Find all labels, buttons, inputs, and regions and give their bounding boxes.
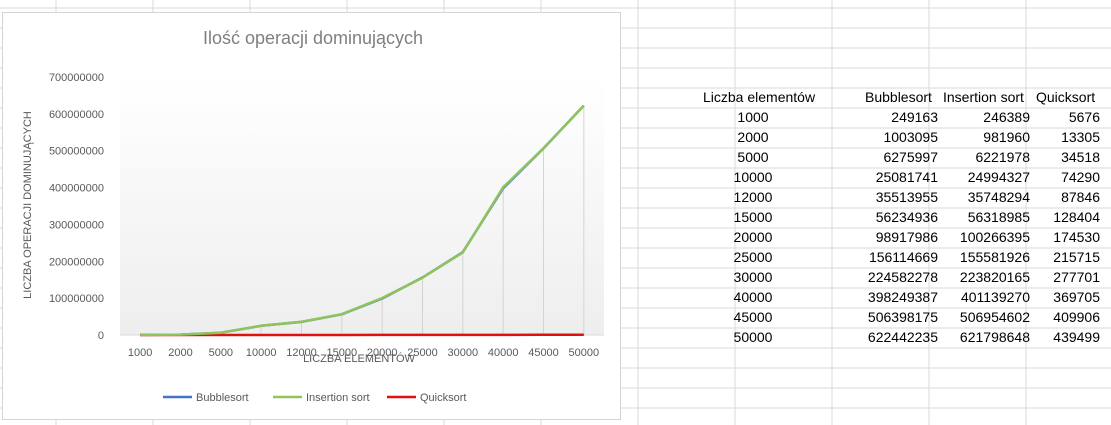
x-tick-label: 15000 [327,347,358,359]
table-cell[interactable]: 981960 [983,129,1030,145]
x-tick-label: 45000 [528,347,559,359]
table-header-cell[interactable]: Insertion sort [943,89,1024,105]
x-tick-label: 25000 [407,347,438,359]
legend-label: Quicksort [420,392,466,404]
y-tick-label: 100000000 [49,293,104,305]
table-cell[interactable]: 224582278 [867,269,938,285]
table-cell[interactable]: 25000 [733,249,773,265]
table-cell[interactable]: 409906 [1053,309,1100,325]
x-tick-label: 20000 [367,347,398,359]
table-cell[interactable]: 246389 [983,109,1030,125]
table-cell[interactable]: 98917986 [875,229,938,245]
table-cell[interactable]: 401139270 [960,289,1030,305]
line-chart: Ilość operacji dominujących LICZBA OPERA… [22,28,604,404]
y-tick-label: 300000000 [49,219,104,231]
y-tick-label: 400000000 [49,183,104,195]
table-cell[interactable]: 155581926 [959,249,1030,265]
y-tick-label: 600000000 [49,109,104,121]
plot-area [120,77,604,335]
table-cell[interactable]: 156114669 [868,249,938,265]
table-cell[interactable]: 56318985 [967,209,1030,225]
y-tick-label: 200000000 [49,256,104,268]
table-cell[interactable]: 398249387 [867,289,938,305]
series-line-insertion-sort[interactable] [140,104,585,337]
table-cell[interactable]: 5000 [737,149,769,165]
chart-title: Ilość operacji dominujących [203,28,423,48]
table-cell[interactable]: 20000 [733,229,773,245]
table-cell[interactable]: 87846 [1061,189,1100,205]
table-cell[interactable]: 1000 [737,109,769,125]
table-cell[interactable]: 50000 [733,329,773,345]
table-cell[interactable]: 30000 [733,269,773,285]
table-header-cell[interactable]: Bubblesort [865,89,932,105]
table-cell[interactable]: 6221978 [975,149,1030,165]
x-tick-label: 1000 [128,347,152,359]
x-tick-label: 40000 [488,347,519,359]
table-cell[interactable]: 25081741 [875,169,938,185]
legend-label: Bubblesort [196,392,249,404]
table-cell[interactable]: 128404 [1053,209,1100,225]
y-axis-title: LICZBA OPERACJI DOMINUJĄCYCH [22,111,34,299]
y-tick-label: 0 [98,330,104,342]
table-cell[interactable]: 56234936 [875,209,938,225]
table-cell[interactable]: 34518 [1061,149,1100,165]
table-cell[interactable]: 45000 [733,309,773,325]
table-cell[interactable]: 24994327 [967,169,1030,185]
table-cell[interactable]: 622442235 [867,329,938,345]
x-tick-label: 12000 [286,347,317,359]
table-cell[interactable]: 15000 [733,209,773,225]
table-cell[interactable]: 5676 [1068,109,1100,125]
table-cell[interactable]: 621798648 [959,329,1030,345]
table-cell[interactable]: 223820165 [959,269,1030,285]
x-tick-label: 10000 [246,347,277,359]
table-cell[interactable]: 100266395 [959,229,1030,245]
chart-area[interactable]: Ilość operacji dominujących LICZBA OPERA… [2,12,621,420]
table-cell[interactable]: 215715 [1053,249,1100,265]
table-cell[interactable]: 13305 [1061,129,1100,145]
x-axis-title: LICZBA ELEMENTÓW [303,352,415,365]
table-cell[interactable]: 506398175 [867,309,938,325]
table-cell[interactable]: 174530 [1053,229,1100,245]
table-cell[interactable]: 35513955 [875,189,938,205]
table-cell[interactable]: 35748294 [967,189,1030,205]
x-tick-label: 30000 [448,347,479,359]
table-cell[interactable]: 277701 [1053,269,1100,285]
table-cell[interactable]: 439499 [1053,329,1100,345]
table-cell[interactable]: 249163 [891,109,938,125]
y-tick-label: 700000000 [49,72,104,84]
table-cell[interactable]: 10000 [733,169,773,185]
table-header-cell[interactable]: Liczba elementów [703,89,816,105]
table-header-cell[interactable]: Quicksort [1036,89,1096,105]
table-cell[interactable]: 12000 [733,189,773,205]
table-cell[interactable]: 2000 [737,129,769,145]
table-cell[interactable]: 506954602 [959,309,1030,325]
table-cell[interactable]: 1003095 [883,129,938,145]
y-tick-label: 500000000 [49,146,104,158]
table-cell[interactable]: 6275997 [883,149,938,165]
x-tick-label: 2000 [168,347,192,359]
table-cell[interactable]: 369705 [1053,289,1100,305]
x-tick-label: 5000 [209,347,233,359]
table-cell[interactable]: 74290 [1061,169,1100,185]
x-tick-label: 50000 [569,347,600,359]
legend-label: Insertion sort [306,392,370,404]
table-cell[interactable]: 40000 [733,289,773,305]
